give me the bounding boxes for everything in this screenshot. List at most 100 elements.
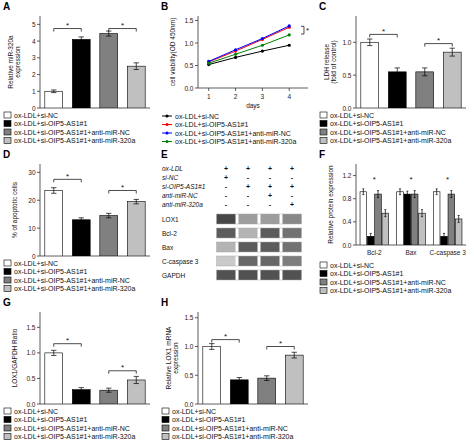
- legend-swatch: [162, 425, 169, 431]
- error-bar: [384, 210, 386, 217]
- panel: 0102030% of apoptotic cells**ox-LDL+si-N…: [4, 164, 150, 292]
- error-bar: [106, 31, 111, 36]
- panel: 012345Relative miR-320aexpression**ox-LD…: [4, 16, 150, 144]
- y-tick-label: 20: [28, 197, 36, 204]
- condition-label: ox-LDL: [162, 165, 183, 172]
- bar: [258, 378, 276, 404]
- condition-value: +: [268, 165, 272, 172]
- legend-label: ox-LDL+si-NC: [14, 260, 58, 267]
- error-bar: [362, 189, 364, 195]
- row-label: Bcl-2: [162, 230, 177, 237]
- line: [209, 26, 289, 62]
- y-tick: [195, 20, 198, 21]
- band: [239, 256, 258, 266]
- error-bar: [209, 344, 214, 350]
- bar: [230, 380, 248, 404]
- y-axis-label-line: Relative LOX1 mRNA: [165, 326, 172, 390]
- annotation: *: [121, 21, 124, 30]
- condition-value: +: [290, 165, 294, 172]
- band: [217, 256, 236, 266]
- condition-value: +: [268, 183, 272, 190]
- x-tick: [208, 88, 209, 91]
- y-tick: [195, 375, 198, 376]
- panel-letter: B: [161, 1, 168, 12]
- y-tick-label: 0: [32, 253, 36, 260]
- bar: [455, 219, 462, 245]
- error-bar: [134, 199, 139, 203]
- y-tick-label: 1.0: [342, 39, 351, 46]
- legend-swatch: [4, 260, 11, 266]
- band: [283, 270, 302, 280]
- annotation: *: [409, 175, 412, 184]
- legend-marker: [165, 114, 168, 117]
- bar: [127, 202, 145, 256]
- row-label: C-caspase 3: [162, 258, 199, 266]
- error-bar: [237, 378, 242, 383]
- legend-swatch: [320, 138, 327, 144]
- y-tick: [37, 200, 40, 201]
- error-bar: [406, 191, 408, 197]
- bar: [397, 192, 404, 245]
- y-tick: [353, 198, 356, 199]
- error-bar: [51, 188, 56, 194]
- annotation: *: [437, 36, 440, 45]
- y-tick-label: 30: [28, 169, 36, 176]
- bar: [203, 347, 221, 405]
- y-axis-label-line: Relative miR-320a: [7, 35, 14, 89]
- bars: [45, 350, 145, 404]
- y-tick-label: 1.0: [184, 40, 193, 47]
- y-axis-label: Relative miR-320aexpression: [7, 35, 23, 89]
- bars: [45, 188, 145, 256]
- y-tick: [37, 256, 40, 257]
- condition-value: +: [224, 174, 228, 181]
- legend-label: ox-LDL+si-OIP5-AS1#1+anti-miR-NC: [330, 129, 446, 136]
- error-bar: [399, 189, 401, 195]
- annotation: *: [121, 363, 124, 372]
- bar: [443, 52, 461, 108]
- band-outline: [217, 270, 302, 280]
- point: [261, 44, 264, 47]
- y-tick-label: 1.5: [184, 314, 193, 321]
- y-tick: [353, 221, 356, 222]
- legend-label: ox-LDL+si-OIP5-AS1#1: [14, 120, 87, 127]
- panel: 0.00.51.01.5LOX1/GAPDH Ratio**ox-LDL+si-…: [4, 312, 150, 440]
- error-bar: [106, 213, 111, 217]
- error-bar: [377, 191, 379, 198]
- y-tick-label: 0: [32, 105, 36, 112]
- panel: 0.00.51.01.5Relative LOX1 mRNAexpression…: [162, 312, 308, 440]
- bars: [361, 39, 461, 108]
- y-axis-label-line: expression: [14, 46, 22, 78]
- legend-swatch: [162, 408, 169, 414]
- legend-label: ox-LDL+si-OIP5-AS1#1: [330, 270, 403, 277]
- legend-label: ox-LDL+si-OIP5-AS1#1+anti-miR-320a: [330, 137, 451, 144]
- panel-letter: H: [161, 297, 168, 308]
- y-tick: [37, 108, 40, 109]
- legend-swatch: [4, 277, 11, 283]
- legend-marker: [165, 140, 168, 143]
- y-axis-label: cell viability(OD 450nm): [169, 18, 177, 87]
- y-tick: [353, 245, 356, 246]
- band-outline: [217, 242, 302, 252]
- x-axis-line: [198, 88, 308, 89]
- band: [217, 270, 236, 280]
- error-bar: [51, 350, 56, 355]
- legend-label: ox-LDL+si-NC: [175, 113, 219, 120]
- legend-swatch: [4, 425, 11, 431]
- y-axis-label-line: (fold of control): [330, 40, 338, 83]
- error-bar: [370, 233, 372, 239]
- y-tick-label: 0.0: [342, 242, 351, 249]
- y-axis-label-line: LDH release: [323, 44, 330, 81]
- error-bar: [443, 233, 445, 239]
- condition-value: -: [291, 192, 294, 199]
- annotation: *: [446, 175, 449, 184]
- error-bar: [79, 388, 84, 392]
- y-axis-label: % of apoptotic cells: [11, 181, 19, 238]
- y-axis-label: LOX1/GAPDH Ratio: [11, 328, 18, 387]
- bar: [45, 91, 63, 108]
- y-tick: [37, 57, 40, 58]
- error-bar: [79, 218, 84, 222]
- y-axis-line: [356, 164, 357, 245]
- legend-label: ox-LDL+si-OIP5-AS1#1+anti-miR-NC: [14, 277, 130, 284]
- x-tick: [235, 88, 236, 91]
- bar: [382, 213, 389, 245]
